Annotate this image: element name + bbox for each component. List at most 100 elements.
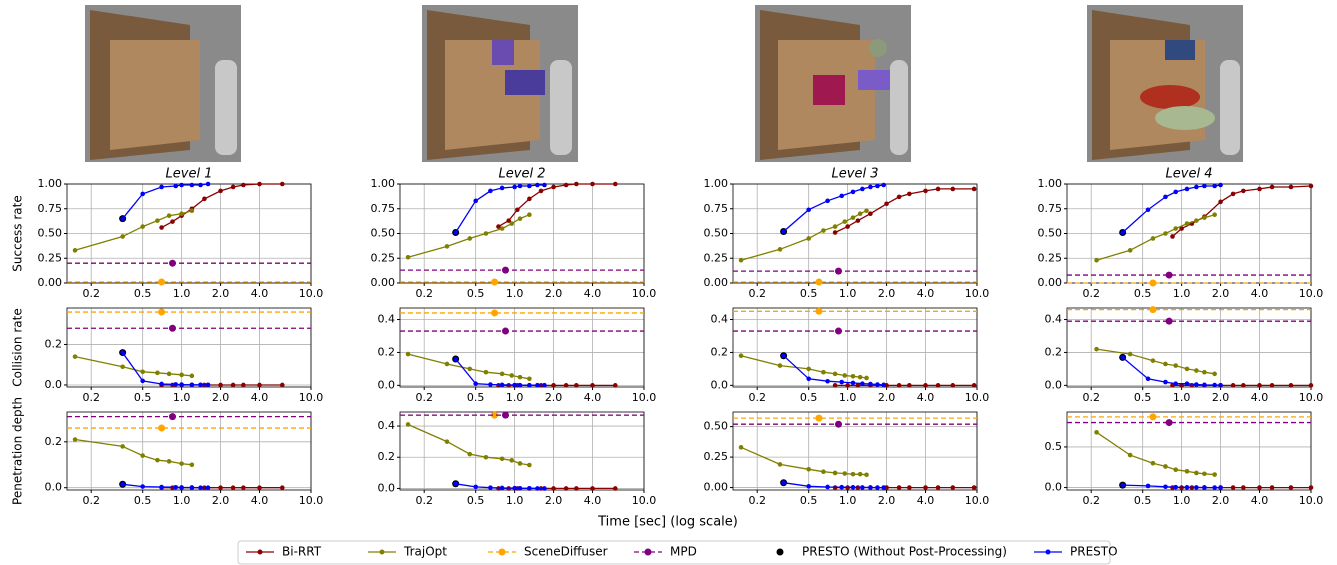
y-tick-label: 0.00 bbox=[704, 276, 729, 289]
data-point bbox=[453, 481, 458, 486]
legend-marker bbox=[499, 549, 506, 556]
legend-marker bbox=[1046, 550, 1051, 555]
data-point bbox=[833, 230, 838, 235]
data-point bbox=[527, 486, 532, 491]
data-point bbox=[453, 357, 458, 362]
data-point bbox=[1289, 383, 1294, 388]
x-tick-label: 10.0 bbox=[1299, 287, 1324, 300]
x-tick-label: 0.5 bbox=[1134, 391, 1152, 404]
data-point bbox=[445, 244, 450, 249]
data-point bbox=[406, 352, 411, 357]
x-tick-label: 2.0 bbox=[545, 287, 563, 300]
data-point bbox=[1128, 453, 1133, 458]
data-point bbox=[778, 363, 783, 368]
data-point bbox=[881, 183, 886, 188]
data-point bbox=[551, 185, 556, 190]
data-point bbox=[551, 486, 556, 491]
data-point bbox=[1173, 381, 1178, 386]
y-tick-label: 1.00 bbox=[38, 177, 63, 190]
x-tick-label: 4.0 bbox=[584, 391, 602, 404]
data-point bbox=[488, 485, 493, 490]
data-point bbox=[518, 486, 523, 491]
subplot: 0.20.51.02.04.010.00.000.250.500.751.00L… bbox=[1038, 167, 1324, 301]
data-point bbox=[179, 211, 184, 216]
x-tick-label: 0.2 bbox=[1082, 494, 1100, 507]
data-point bbox=[851, 215, 856, 220]
data-point bbox=[1270, 185, 1275, 190]
data-point bbox=[1151, 461, 1156, 466]
data-point bbox=[1166, 419, 1173, 426]
data-point bbox=[190, 183, 195, 188]
data-point bbox=[1202, 471, 1207, 476]
data-point bbox=[1185, 469, 1190, 474]
x-tick-label: 10.0 bbox=[965, 287, 990, 300]
x-tick-label: 4.0 bbox=[584, 287, 602, 300]
data-point bbox=[1218, 485, 1223, 490]
x-tick-label: 0.5 bbox=[1134, 494, 1152, 507]
data-point bbox=[120, 364, 125, 369]
series-line bbox=[456, 359, 545, 385]
data-point bbox=[739, 445, 744, 450]
data-point bbox=[1163, 231, 1168, 236]
data-point bbox=[1149, 280, 1156, 287]
x-tick-label: 10.0 bbox=[965, 494, 990, 507]
data-point bbox=[527, 383, 532, 388]
data-point bbox=[950, 383, 955, 388]
data-point bbox=[845, 383, 850, 388]
data-point bbox=[936, 187, 941, 192]
data-point bbox=[739, 258, 744, 263]
series-line bbox=[1173, 186, 1312, 237]
data-point bbox=[535, 183, 540, 188]
data-point bbox=[198, 485, 203, 490]
data-point bbox=[535, 383, 540, 388]
data-point bbox=[1241, 383, 1246, 388]
data-point bbox=[509, 458, 514, 463]
data-point bbox=[484, 231, 489, 236]
y-tick-label: 0.00 bbox=[371, 276, 396, 289]
subplot: 0.20.51.02.04.010.00.00.20.4 bbox=[711, 308, 990, 404]
data-point bbox=[120, 350, 125, 355]
data-point bbox=[972, 187, 977, 192]
data-point bbox=[509, 373, 514, 378]
data-point bbox=[851, 374, 856, 379]
data-point bbox=[781, 353, 786, 358]
data-point bbox=[936, 383, 941, 388]
data-point bbox=[806, 367, 811, 372]
y-tick-label: 0.0 bbox=[1045, 481, 1063, 494]
data-point bbox=[806, 236, 811, 241]
data-point bbox=[739, 353, 744, 358]
x-tick-label: 1.0 bbox=[506, 391, 524, 404]
data-point bbox=[1163, 380, 1168, 385]
data-point bbox=[833, 372, 838, 377]
subplot: 0.20.51.02.04.010.00.000.250.50 bbox=[704, 412, 990, 507]
data-point bbox=[858, 375, 863, 380]
x-tick-label: 2.0 bbox=[545, 391, 563, 404]
data-point bbox=[280, 182, 285, 187]
data-point bbox=[159, 225, 164, 230]
data-point bbox=[73, 437, 78, 442]
data-point bbox=[825, 199, 830, 204]
data-point bbox=[518, 216, 523, 221]
data-point bbox=[806, 376, 811, 381]
data-point bbox=[923, 485, 928, 490]
data-point bbox=[1146, 376, 1151, 381]
data-point bbox=[1257, 383, 1262, 388]
x-tick-label: 2.0 bbox=[1212, 494, 1230, 507]
data-point bbox=[1185, 367, 1190, 372]
data-point bbox=[280, 383, 285, 388]
data-point bbox=[518, 461, 523, 466]
data-point bbox=[518, 375, 523, 380]
y-axis-label: Penetration depth bbox=[11, 397, 25, 505]
data-point bbox=[1241, 485, 1246, 490]
x-tick-label: 4.0 bbox=[1251, 494, 1269, 507]
data-point bbox=[218, 189, 223, 194]
data-point bbox=[864, 376, 869, 381]
y-tick-label: 0.75 bbox=[1038, 202, 1063, 215]
y-tick-label: 0.0 bbox=[45, 378, 63, 391]
data-point bbox=[1151, 236, 1156, 241]
data-point bbox=[613, 182, 618, 187]
data-point bbox=[1185, 381, 1190, 386]
x-tick-label: 0.5 bbox=[467, 287, 485, 300]
